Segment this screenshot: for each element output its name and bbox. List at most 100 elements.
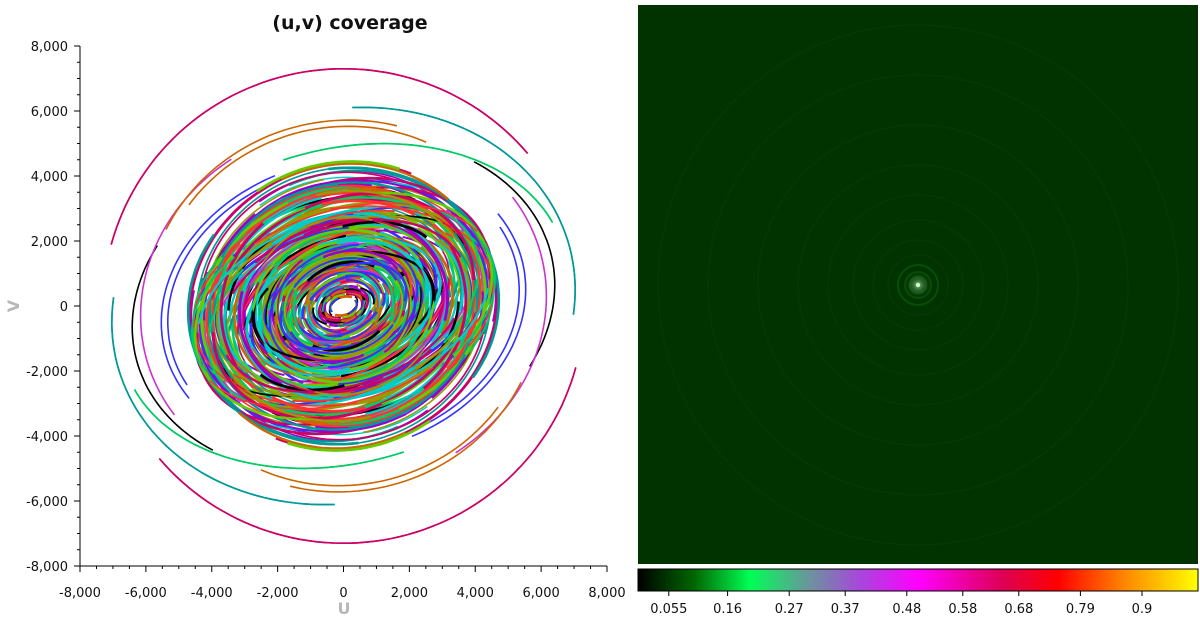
sidelobe-ring xyxy=(897,264,939,306)
uv-track-conjugate xyxy=(188,125,427,206)
uv-track-conjugate xyxy=(200,202,289,382)
uv-track-conjugate xyxy=(346,291,372,331)
colorbar-tick-label: 0.79 xyxy=(1066,602,1095,617)
y-tick-label: 8,000 xyxy=(31,40,68,55)
uv-track-conjugate xyxy=(255,268,369,374)
uv-track-conjugate xyxy=(473,161,556,367)
uv-track xyxy=(422,245,468,390)
uv-track-conjugate xyxy=(293,257,398,288)
uv-track xyxy=(452,239,496,356)
uv-track xyxy=(238,290,283,386)
uv-track xyxy=(349,262,408,302)
uv-track-conjugate xyxy=(404,226,449,322)
sidelobe-ring xyxy=(827,194,1009,376)
sidelobe-ring xyxy=(852,219,984,351)
uv-track-conjugate xyxy=(322,249,399,270)
uv-track-conjugate xyxy=(287,419,431,452)
x-axis-label: U xyxy=(338,599,351,618)
uv-track xyxy=(348,299,358,315)
uv-track xyxy=(131,245,214,451)
chart-title: (u,v) coverage xyxy=(272,12,427,34)
y-tick-label: -2,000 xyxy=(26,365,68,380)
uv-track xyxy=(252,228,420,312)
uv-track-conjugate xyxy=(226,323,270,385)
uv-track xyxy=(227,207,306,276)
uv-track-conjugate xyxy=(327,317,369,336)
uv-track xyxy=(373,266,395,322)
y-axis-ticks: 8,000 6,000 4,000 2,000 0 -2,000 -4,000 -6,000 -… xyxy=(26,40,80,575)
colorbar-tick-label: 0.27 xyxy=(775,602,804,617)
uv-track xyxy=(403,287,422,340)
uv-track xyxy=(271,395,366,413)
sidelobe-ring xyxy=(657,24,1179,546)
uv-track-conjugate xyxy=(411,213,527,438)
uv-track-conjugate xyxy=(259,373,345,392)
uv-track-conjugate xyxy=(267,300,435,384)
colorbar-tick-label: 0.68 xyxy=(1004,602,1033,617)
uv-track-conjugate xyxy=(228,369,371,423)
uv-track xyxy=(328,253,419,369)
uv-track xyxy=(334,312,349,318)
y-tick-label: -6,000 xyxy=(26,495,68,510)
uv-track-conjugate xyxy=(311,356,422,397)
uv-track xyxy=(309,274,364,302)
y-axis-label: V xyxy=(4,299,23,312)
colorbar-tick-label: 0.16 xyxy=(713,602,742,617)
sidelobe-ring xyxy=(887,254,949,316)
x-tick-label: -4,000 xyxy=(191,586,233,601)
x-tick-label: -6,000 xyxy=(125,586,167,601)
uv-track xyxy=(256,160,400,193)
uv-track xyxy=(316,189,459,243)
uv-track-conjugate xyxy=(225,317,456,393)
uv-track-conjugate xyxy=(371,219,445,327)
uv-track-conjugate xyxy=(158,367,577,544)
uv-track xyxy=(200,171,395,291)
uv-track-conjugate xyxy=(262,251,315,309)
uv-track xyxy=(352,106,577,315)
uv-track-conjugate xyxy=(281,162,449,201)
uv-track-conjugate xyxy=(167,174,293,386)
colorbar-tick-label: 0.37 xyxy=(831,602,860,617)
uv-track-conjugate xyxy=(191,256,235,373)
uv-track-conjugate xyxy=(367,246,482,420)
uv-track-conjugate xyxy=(321,199,416,217)
uv-track xyxy=(209,367,434,410)
uv-track xyxy=(165,119,398,230)
uv-track-conjugate xyxy=(409,228,454,336)
uv-track xyxy=(238,411,406,450)
uv-track xyxy=(315,281,341,321)
uv-track-conjugate xyxy=(252,348,295,376)
uv-track-conjugate xyxy=(312,314,342,334)
uv-track-conjugate xyxy=(389,240,442,352)
y-tick-label: 4,000 xyxy=(31,170,68,185)
uv-track-conjugate xyxy=(265,272,284,325)
beam-sidelobe-rings xyxy=(657,24,1179,546)
uv-track-conjugate xyxy=(283,142,554,223)
y-tick-label: 2,000 xyxy=(31,235,68,250)
x-tick-label: 8,000 xyxy=(588,586,625,601)
uv-track-conjugate xyxy=(323,310,378,338)
uv-track-conjugate xyxy=(312,307,327,325)
colorbar-tick-label: 0.48 xyxy=(892,602,921,617)
uv-track-conjugate xyxy=(387,278,411,350)
colorbar xyxy=(637,568,1199,592)
uv-track-conjugate xyxy=(381,336,460,405)
sidelobe-ring xyxy=(797,164,1039,406)
colorbar-ticks: 0.055 0.16 0.27 0.37 0.48 0.58 0.68 0.79 0.9 xyxy=(650,591,1152,617)
sidelobe-ring xyxy=(707,74,1129,496)
uv-track xyxy=(372,303,425,361)
uv-track xyxy=(289,324,394,355)
uv-track xyxy=(233,276,278,384)
uv-track-conjugate xyxy=(341,315,357,322)
uv-track xyxy=(318,276,360,295)
uv-track-conjugate xyxy=(197,208,359,324)
uv-track-conjugate xyxy=(268,243,359,359)
y-tick-label: 6,000 xyxy=(31,105,68,120)
uv-track xyxy=(133,389,404,470)
uv-track xyxy=(337,314,366,328)
uv-track xyxy=(205,192,320,366)
uv-track xyxy=(398,230,487,410)
uv-track-conjugate xyxy=(292,290,314,346)
x-tick-label: 0 xyxy=(339,586,347,601)
colorbar-tick-label: 0.9 xyxy=(1132,602,1153,617)
